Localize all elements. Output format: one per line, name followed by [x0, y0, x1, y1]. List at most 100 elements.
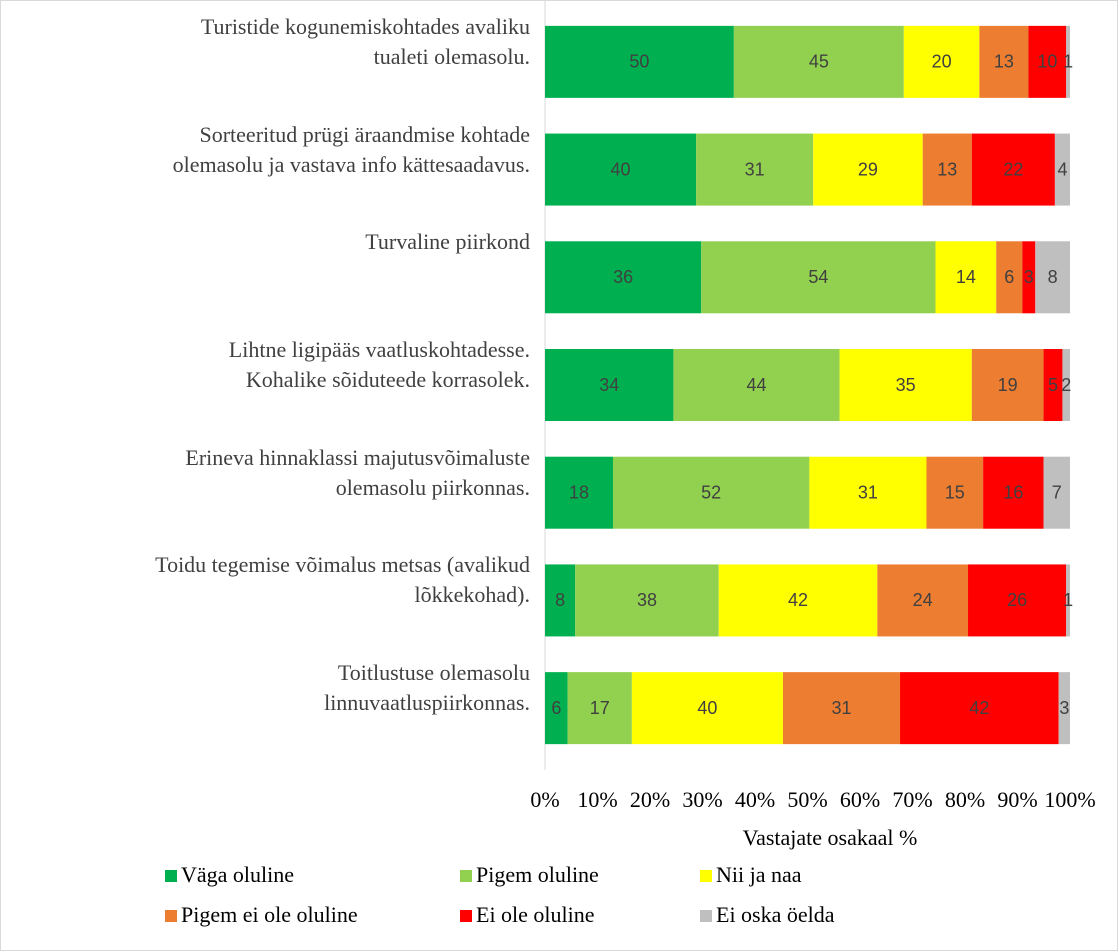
bar-segment [971, 133, 1055, 206]
data-label: 14 [956, 267, 976, 287]
x-tick-label: 60% [840, 787, 880, 812]
bar-segment [545, 564, 576, 637]
data-label: 31 [858, 482, 878, 502]
data-label: 8 [555, 590, 565, 610]
data-label: 6 [551, 698, 561, 718]
bar-segment [782, 672, 901, 745]
x-tick-label: 50% [787, 787, 827, 812]
data-label: 8 [1048, 267, 1058, 287]
category-label: Toitlustuse olemasolu linnuvaatluspiirko… [324, 660, 530, 716]
bar-segment [567, 672, 632, 745]
legend-swatch [460, 910, 472, 922]
bar-segment [545, 456, 613, 529]
data-label: 20 [932, 52, 952, 72]
data-label: 1 [1063, 590, 1073, 610]
bar-segment [903, 25, 980, 98]
category-label: Sorteeritud prügi äraandmise kohtade ole… [172, 121, 530, 177]
data-label: 19 [998, 375, 1018, 395]
data-label: 38 [637, 590, 657, 610]
bar-segment [1062, 349, 1070, 421]
bar-segment [979, 25, 1029, 98]
legend-swatch [700, 910, 712, 922]
legend-label: Pigem oluline [476, 862, 599, 887]
data-label: 1 [1063, 52, 1073, 72]
category-label: Erineva hinnaklassi majutusvõimaluste ol… [185, 444, 530, 500]
bar-segment [545, 25, 734, 98]
data-label: 7 [1052, 482, 1062, 502]
bar-segment [631, 672, 783, 745]
bar-segment [996, 241, 1023, 314]
bar-segment [733, 25, 904, 98]
bar-segment [813, 133, 923, 206]
data-label: 35 [896, 375, 916, 395]
data-label: 17 [590, 698, 610, 718]
data-label: 22 [1003, 159, 1023, 179]
data-label: 16 [1003, 482, 1023, 502]
category-label: Turistide kogunemiskohtades avaliku tual… [200, 13, 530, 69]
data-label: 36 [613, 267, 633, 287]
x-tick-label: 40% [735, 787, 775, 812]
bar-segment [696, 133, 814, 206]
data-label: 31 [745, 159, 765, 179]
x-axis-title: Vastajate osakaal % [743, 825, 918, 850]
legend-label: Ei oska öelda [716, 902, 835, 927]
category-label: Lihtne ligipääs vaatluskohtadesse. Kohal… [228, 337, 530, 392]
x-tick-label: 80% [945, 787, 985, 812]
data-label: 6 [1004, 267, 1014, 287]
bar-segment [935, 241, 997, 314]
data-label: 44 [746, 375, 766, 395]
data-label: 2 [1061, 375, 1071, 395]
data-label: 50 [629, 52, 649, 72]
legend-swatch [460, 870, 472, 882]
bar-segment [612, 456, 810, 529]
data-label: 26 [1007, 590, 1027, 610]
data-label: 34 [599, 375, 619, 395]
bar-segment [1043, 456, 1070, 529]
data-label: 5 [1048, 375, 1058, 395]
bar-segment [1066, 564, 1070, 637]
data-label: 13 [937, 159, 957, 179]
bar-segment [575, 564, 719, 637]
data-label: 42 [788, 590, 808, 610]
data-label: 18 [569, 482, 589, 502]
bar-segment [545, 672, 568, 745]
bar-segment [545, 133, 697, 206]
bar-segment [673, 349, 840, 421]
bar-segment [701, 241, 936, 314]
data-label: 15 [945, 482, 965, 502]
legend-label: Väga oluline [181, 862, 294, 887]
legend-swatch [700, 870, 712, 882]
x-tick-label: 30% [682, 787, 722, 812]
bar-segment [545, 241, 702, 314]
bar-segment [1058, 672, 1070, 745]
bar-segment [971, 349, 1044, 421]
data-label: 45 [809, 52, 829, 72]
x-tick-label: 0% [530, 787, 559, 812]
data-label: 13 [994, 52, 1014, 72]
bar-segment [877, 564, 969, 637]
bar-segment [926, 456, 984, 529]
bar-segment [1054, 133, 1070, 206]
data-label: 42 [969, 698, 989, 718]
data-label: 10 [1037, 52, 1057, 72]
legend-swatch [165, 870, 177, 882]
bar-segment [839, 349, 972, 421]
data-label: 31 [831, 698, 851, 718]
legend-label: Ei ole oluline [476, 902, 595, 927]
legend-swatch [165, 910, 177, 922]
x-tick-label: 70% [892, 787, 932, 812]
data-label: 29 [858, 159, 878, 179]
bar-segment [922, 133, 972, 206]
data-label: 52 [701, 482, 721, 502]
x-tick-label: 90% [997, 787, 1037, 812]
bar-segment [1028, 25, 1067, 98]
data-label: 4 [1057, 159, 1067, 179]
data-label: 40 [697, 698, 717, 718]
data-label: 3 [1024, 267, 1034, 287]
data-label: 24 [913, 590, 933, 610]
bar-segment [900, 672, 1059, 745]
legend-label: Pigem ei ole oluline [181, 902, 358, 927]
